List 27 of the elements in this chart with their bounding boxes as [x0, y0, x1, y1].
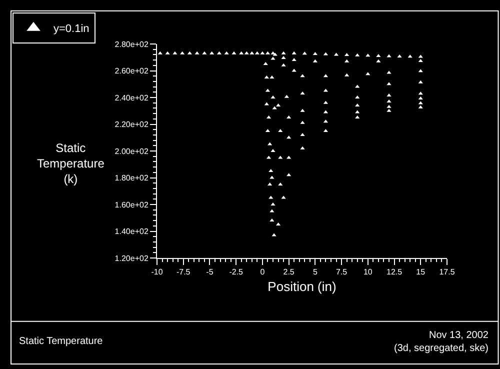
- legend-label: y=0.1in: [53, 23, 90, 36]
- y-tick-label: 1.80e+02: [114, 174, 149, 183]
- text: (3d, segregated, ske): [394, 343, 488, 354]
- y-tick-label: 2.80e+02: [114, 40, 149, 49]
- x-tick-label: 7.5: [336, 268, 348, 277]
- x-tick-label: -2.5: [229, 268, 244, 277]
- x-tick-label: -7.5: [176, 268, 191, 277]
- x-tick-label: 17.5: [439, 268, 456, 277]
- x-tick-label: -5: [206, 268, 214, 277]
- x-axis-title: Position (in): [268, 279, 336, 294]
- y-tick-label: 2.60e+02: [114, 66, 149, 76]
- y-tick-label: 2.40e+02: [114, 93, 149, 102]
- text: Static Temperature: [19, 336, 104, 347]
- y-tick-label: 1.20e+02: [114, 254, 149, 263]
- x-tick-label: 12.5: [386, 268, 403, 277]
- x-tick-label: -10: [151, 268, 164, 277]
- x-tick-label: 0: [260, 268, 266, 277]
- x-tick-label: 15: [416, 268, 426, 277]
- y-axis-title: Static Temperature (k): [37, 141, 105, 186]
- y-tick-label: 2.00e+02: [114, 146, 149, 156]
- y-tick-label: 1.40e+02: [114, 227, 149, 236]
- text: Nov 13, 2002: [429, 330, 489, 341]
- x-tick-label: 5: [312, 268, 318, 277]
- y-tick-label: 2.20e+02: [114, 120, 149, 130]
- y-tick-label: 1.60e+02: [114, 200, 149, 210]
- x-tick-label: 2.5: [283, 268, 295, 277]
- x-tick-label: 10: [363, 268, 373, 277]
